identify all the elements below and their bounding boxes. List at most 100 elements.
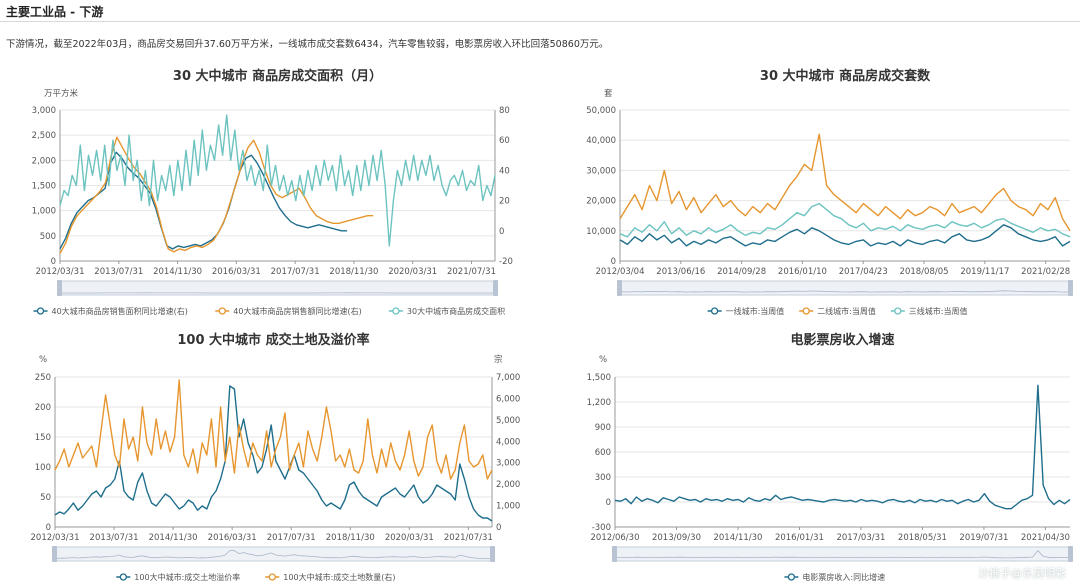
x-tick-label: 2017/07/31 <box>271 267 320 277</box>
summary-text: 下游情况，截至2022年03月，商品房交易回升37.60万平方米，一线城市成交套… <box>6 39 609 50</box>
chart-sales-area: 30 大中城市 商品房成交面积（月） 万平方米 0 500 1,000 1,500 2,00… <box>0 58 540 320</box>
y-tick-left: 300 <box>595 473 611 483</box>
y-tick-right: 0 <box>499 227 504 237</box>
zoom-handle-left <box>617 280 622 296</box>
chart-title: 电影票房收入增速 <box>790 332 894 348</box>
y-tick-left: 30,000 <box>586 166 616 176</box>
x-tick-label: 2018/11/30 <box>326 533 375 543</box>
x-tick-label: 2012/06/30 <box>591 533 640 543</box>
y-tick-left: 2,500 <box>32 131 56 141</box>
chart-title: 100 大中城市 成交土地及溢价率 <box>177 332 369 348</box>
x-tick-label: 2017/03/31 <box>836 533 885 543</box>
chart-svg: 100 大中城市 成交土地及溢价率% 宗 0 50 100 150 200 250 0 1,000… <box>31 332 521 582</box>
legend-label: 40大城市商品房销售额同比增速(右) <box>233 306 361 316</box>
y-tick-left: 900 <box>595 423 611 433</box>
y-tick-right: -20 <box>499 257 513 267</box>
legend-marker <box>710 307 719 315</box>
chart-sales-units: 30 大中城市 商品房成交套数套 0 10,000 20,000 30,000 40,00… <box>540 58 1080 320</box>
series-line <box>619 224 1071 247</box>
y-tick-right: 3,000 <box>496 459 520 469</box>
legend-label: 一线城市:当周值 <box>726 306 785 316</box>
zoom-slider-preview <box>54 550 493 559</box>
series-line <box>59 151 348 250</box>
x-tick-label: 2021/02/28 <box>1021 267 1070 277</box>
y-tick-left: 1,200 <box>587 398 611 408</box>
series-line <box>59 114 496 247</box>
x-tick-label: 2020/03/31 <box>388 267 437 277</box>
y-tick-left: 0 <box>51 257 56 267</box>
y-tick-left: 200 <box>35 403 51 413</box>
x-tick-label: 2014/11/30 <box>153 267 202 277</box>
y-tick-right: 2,000 <box>496 480 520 490</box>
x-tick-label: 2018/11/30 <box>329 267 378 277</box>
series-line <box>619 202 1071 238</box>
legend-label: 二线城市:当周值 <box>817 306 876 316</box>
legend-marker <box>787 573 796 581</box>
y-tick-right: 4,000 <box>496 437 520 447</box>
chart-land-premium: 100 大中城市 成交土地及溢价率% 宗 0 50 100 150 200 250 0 1,000… <box>0 322 540 583</box>
y-tick-right: 80 <box>499 106 510 116</box>
y-tick-left: 3,000 <box>32 106 56 116</box>
y-tick-left: 100 <box>35 463 51 473</box>
y-tick-right: 7,000 <box>496 373 520 383</box>
y-tick-left: 0 <box>606 498 611 508</box>
zoom-handle-right <box>1068 280 1073 296</box>
x-tick-label: 2016/01/31 <box>775 533 824 543</box>
y-tick-left: 250 <box>35 373 51 383</box>
y-tick-left: 1,500 <box>32 182 56 192</box>
y-tick-right: 60 <box>499 136 510 146</box>
legend-marker <box>119 573 127 581</box>
chart-title: 30 大中城市 商品房成交套数 <box>760 68 931 84</box>
chart-svg: 30 大中城市 商品房成交面积（月） 万平方米 0 500 1,000 1,500 2,00… <box>32 68 513 316</box>
title-divider <box>0 21 1080 22</box>
x-tick-label: 2016/01/10 <box>778 267 827 277</box>
x-tick-label: 2017/04/23 <box>839 267 888 277</box>
legend-marker <box>36 307 45 315</box>
zoom-handle-right <box>490 546 495 562</box>
x-tick-label: 2016/03/31 <box>212 267 261 277</box>
y-tick-right: 5,000 <box>496 416 520 426</box>
y-tick-left: 50 <box>40 493 51 503</box>
chart-svg: 电影票房收入增速% -300 0 300 600 900 1,200 1,500 2012/06… <box>587 332 1073 582</box>
legend-label: 100大中城市:成交土地溢价率 <box>134 572 240 582</box>
x-tick-label: 2014/11/30 <box>149 533 198 543</box>
x-tick-label: 2019/07/31 <box>959 533 1008 543</box>
zoom-handle-right <box>1068 546 1073 562</box>
zoom-handle-left <box>52 546 57 562</box>
y-unit-left: % <box>39 355 47 365</box>
x-tick-label: 2021/04/30 <box>1021 533 1070 543</box>
x-tick-label: 2012/03/31 <box>31 533 80 543</box>
zoom-slider-preview <box>619 290 1071 293</box>
y-tick-left: 2,000 <box>32 156 56 166</box>
x-tick-label: 2019/11/17 <box>960 267 1009 277</box>
series-line <box>619 133 1071 232</box>
y-tick-left: 1,500 <box>587 373 611 383</box>
legend-marker <box>802 307 810 315</box>
chart-title: 30 大中城市 商品房成交面积（月） <box>173 68 382 84</box>
zoom-slider-track <box>614 546 1071 562</box>
legend-label: 40大城市商品房销售面积同比增速(右) <box>52 306 188 316</box>
x-tick-label: 2021/07/31 <box>444 533 493 543</box>
legend-label: 100大中城市:成交土地数量(右) <box>283 572 395 582</box>
x-tick-label: 2018/08/05 <box>900 267 949 277</box>
x-tick-label: 2012/03/04 <box>596 267 645 277</box>
y-tick-right: 40 <box>499 166 510 176</box>
y-tick-left: 20,000 <box>586 197 616 207</box>
zoom-handle-left <box>57 280 62 296</box>
watermark: 沙推子@东吴明彩 <box>978 567 1066 580</box>
y-tick-right: 6,000 <box>496 394 520 404</box>
legend-marker <box>268 573 276 581</box>
y-tick-left: 10,000 <box>586 227 616 237</box>
y-tick-left: 1,000 <box>32 207 56 217</box>
legend-marker <box>894 307 902 315</box>
legend-label: 三线城市:当周值 <box>909 306 968 316</box>
y-tick-left: 0 <box>46 523 51 533</box>
series-line <box>54 385 493 522</box>
x-tick-label: 2021/07/31 <box>447 267 496 277</box>
y-tick-right: 20 <box>499 197 510 207</box>
x-tick-label: 2017/07/31 <box>267 533 316 543</box>
y-tick-left: 50,000 <box>586 106 616 116</box>
x-tick-label: 2013/07/31 <box>94 267 143 277</box>
x-tick-label: 2016/03/31 <box>208 533 257 543</box>
